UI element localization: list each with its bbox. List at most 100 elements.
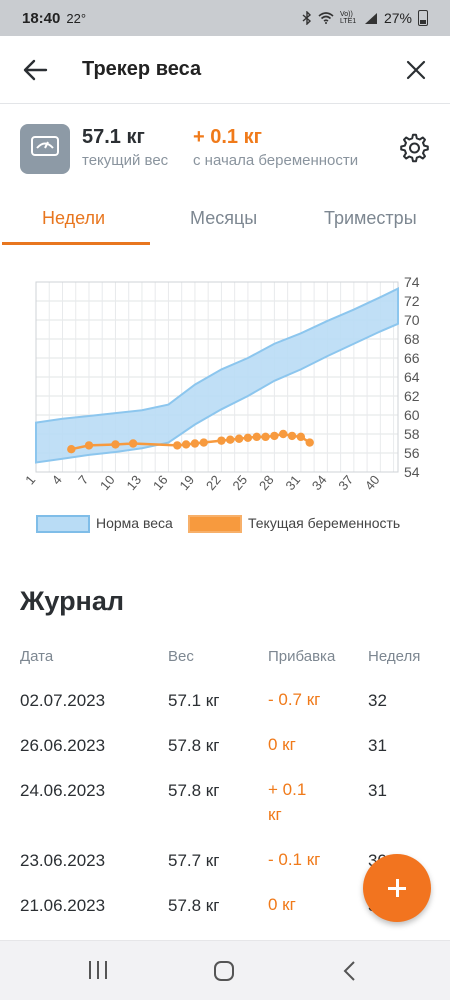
y-tick-label: 58 bbox=[404, 426, 420, 442]
legend-swatch-norm bbox=[36, 515, 90, 533]
journal-row-gain: - 0.1 кг bbox=[268, 850, 321, 869]
battery-icon bbox=[418, 10, 428, 26]
y-tick-label: 62 bbox=[404, 388, 420, 404]
y-tick-label: 68 bbox=[404, 331, 420, 347]
signal-icon bbox=[364, 12, 377, 24]
journal-row-date: 24.06.2023 bbox=[20, 781, 106, 800]
journal-row-gain-unit: кг bbox=[268, 805, 282, 824]
journal-row-weight: 57.8 кг bbox=[168, 736, 220, 755]
status-right: Vo)) LTE1 27% bbox=[302, 10, 428, 26]
journal-row-weight: 57.8 кг bbox=[168, 896, 220, 915]
journal-row-weight: 57.1 кг bbox=[168, 691, 220, 710]
x-tick-label: 10 bbox=[97, 472, 118, 493]
journal-row-date: 26.06.2023 bbox=[20, 736, 106, 755]
arrow-left-icon[interactable] bbox=[20, 54, 52, 86]
total-gain-label: с начала беременности bbox=[193, 152, 359, 169]
wifi-icon bbox=[318, 12, 334, 24]
x-tick-label: 13 bbox=[123, 472, 144, 493]
current-pregnancy-point bbox=[217, 436, 226, 445]
tab-months[interactable]: Месяцы bbox=[190, 208, 258, 228]
chevron-left-icon[interactable] bbox=[340, 959, 360, 983]
column-header-gain: Прибавка bbox=[268, 648, 336, 665]
x-tick-label: 7 bbox=[75, 472, 91, 487]
current-pregnancy-point bbox=[173, 441, 182, 450]
current-pregnancy-point bbox=[128, 439, 138, 448]
status-temperature: 22° bbox=[66, 10, 87, 26]
system-nav-bar bbox=[0, 940, 450, 1000]
gear-icon[interactable] bbox=[398, 132, 430, 164]
y-tick-label: 54 bbox=[404, 464, 420, 480]
page-title: Трекер веса bbox=[82, 58, 202, 80]
current-weight-label: текущий вес bbox=[82, 152, 169, 169]
x-tick-label: 31 bbox=[282, 472, 303, 493]
column-header-weight: Вес bbox=[168, 648, 194, 665]
current-pregnancy-point bbox=[243, 433, 253, 442]
tab-weeks[interactable]: Недели bbox=[42, 208, 106, 228]
journal-title: Журнал bbox=[20, 586, 125, 616]
current-pregnancy-point bbox=[111, 440, 120, 449]
current-pregnancy-point bbox=[234, 434, 244, 443]
current-pregnancy-point bbox=[252, 432, 261, 442]
current-pregnancy-point bbox=[190, 439, 200, 448]
x-tick-label: 16 bbox=[150, 472, 171, 493]
y-tick-label: 60 bbox=[404, 407, 420, 423]
tab-trimesters[interactable]: Триместры bbox=[324, 208, 417, 228]
journal-row-week: 31 bbox=[368, 736, 387, 755]
x-tick-label: 34 bbox=[309, 472, 330, 493]
x-tick-label: 4 bbox=[49, 472, 65, 487]
weight-summary: 57.1 кг текущий вес + 0.1 кг с начала бе… bbox=[0, 104, 450, 194]
legend-swatch-current bbox=[188, 515, 242, 533]
chart-legend: Норма веса Текущая беременность bbox=[0, 512, 450, 538]
plot-area bbox=[35, 281, 399, 473]
journal-row-gain: 0 кг bbox=[268, 895, 296, 914]
current-pregnancy-point bbox=[296, 432, 306, 442]
period-tabs: Недели Месяцы Триместры bbox=[0, 196, 450, 248]
y-tick-label: 74 bbox=[404, 274, 420, 290]
journal-row-week: 32 bbox=[368, 691, 387, 710]
current-pregnancy-point bbox=[270, 431, 279, 441]
active-tab-indicator bbox=[2, 242, 150, 245]
current-pregnancy-point bbox=[199, 438, 208, 447]
journal-row-date: 21.06.2023 bbox=[20, 896, 106, 915]
journal-row-gain: - 0.7 кг bbox=[268, 690, 321, 709]
status-time: 18:40 bbox=[22, 9, 61, 27]
recent-apps-icon[interactable] bbox=[86, 959, 110, 981]
bluetooth-icon bbox=[302, 11, 311, 25]
battery-percent: 27% bbox=[383, 10, 412, 26]
home-icon[interactable] bbox=[212, 959, 236, 983]
x-tick-label: 37 bbox=[335, 472, 356, 493]
add-entry-button[interactable] bbox=[363, 854, 431, 922]
current-pregnancy-point bbox=[84, 441, 94, 450]
x-tick-label: 22 bbox=[203, 472, 224, 493]
norm-band bbox=[35, 287, 399, 464]
journal-row-gain: 0 кг bbox=[268, 735, 296, 754]
journal-row-weight: 57.7 кг bbox=[168, 851, 220, 870]
journal-row-date: 02.07.2023 bbox=[20, 691, 106, 710]
x-tick-label: 40 bbox=[362, 472, 383, 493]
current-weight-value: 57.1 кг bbox=[82, 126, 145, 148]
network-label: Vo)) LTE1 bbox=[339, 11, 357, 25]
legend-label-norm: Норма веса bbox=[96, 515, 173, 531]
close-icon[interactable] bbox=[400, 54, 432, 86]
current-pregnancy-point bbox=[305, 438, 314, 447]
status-bar: 18:40 22° Vo)) LTE1 27% bbox=[0, 0, 450, 36]
total-gain-value: + 0.1 кг bbox=[193, 126, 262, 148]
journal-row-weight: 57.8 кг bbox=[168, 781, 220, 800]
column-header-week: Неделя bbox=[368, 648, 421, 665]
current-pregnancy-point bbox=[181, 440, 191, 449]
journal-row-gain: + 0.1 bbox=[268, 780, 307, 799]
legend-label-current: Текущая беременность bbox=[248, 515, 401, 531]
y-tick-label: 56 bbox=[404, 445, 420, 461]
y-tick-label: 64 bbox=[404, 369, 420, 385]
current-pregnancy-point bbox=[67, 445, 76, 454]
x-tick-label: 25 bbox=[229, 472, 250, 493]
journal-row-week: 31 bbox=[368, 781, 387, 800]
journal-row-date: 23.06.2023 bbox=[20, 851, 106, 870]
x-tick-label: 28 bbox=[256, 472, 277, 493]
current-pregnancy-point bbox=[261, 432, 270, 442]
x-tick-label: 1 bbox=[22, 472, 38, 487]
y-tick-label: 66 bbox=[404, 350, 420, 366]
x-tick-label: 19 bbox=[176, 472, 197, 493]
y-tick-label: 70 bbox=[404, 312, 420, 328]
